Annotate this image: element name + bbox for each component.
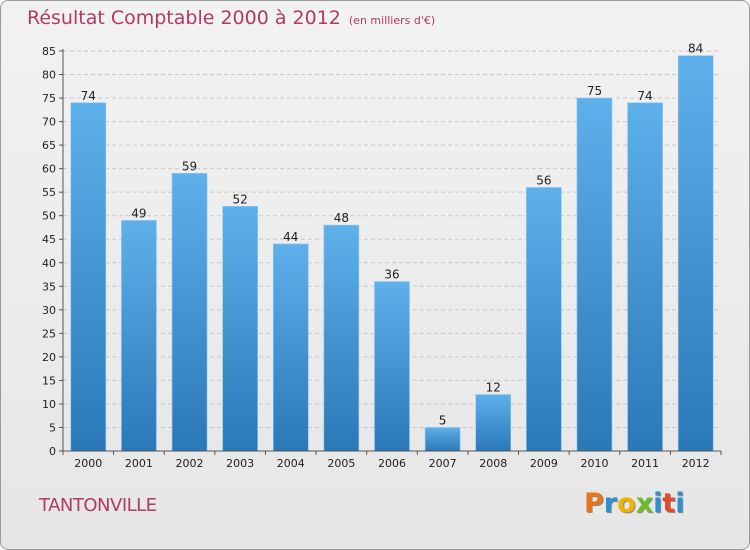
chart-subtitle: (en milliers d'€) <box>348 14 436 27</box>
data-label-2004: 44 <box>283 230 298 244</box>
data-label-2011: 74 <box>637 89 652 103</box>
x-tick-label: 2004 <box>277 457 305 470</box>
y-tick-label: 65 <box>42 139 56 152</box>
data-label-2012: 84 <box>688 42 703 56</box>
data-label-2008: 12 <box>486 381 501 395</box>
x-tick-label: 2009 <box>530 457 558 470</box>
data-label-2000: 74 <box>81 89 96 103</box>
x-tick-label: 2010 <box>580 457 608 470</box>
data-label-2007: 5 <box>439 413 447 427</box>
bar-2009 <box>526 187 562 452</box>
y-tick-label: 25 <box>42 327 56 340</box>
y-tick-label: 55 <box>42 186 56 199</box>
logo-letter: o <box>617 488 636 519</box>
y-tick-label: 50 <box>42 210 56 223</box>
y-tick-label: 35 <box>42 280 56 293</box>
logo-letter: r <box>603 488 618 519</box>
y-axis: 0 5 10 15 20 25 30 35 40 45 50 55 60 65 70 75 80 85 <box>42 45 64 458</box>
x-axis: 2000 2001 2002 2003 2004 2005 2006 2007 2008 2009… <box>62 450 722 470</box>
y-tick-label: 20 <box>42 351 56 364</box>
y-tick-label: 45 <box>42 233 56 246</box>
x-tick-label: 2008 <box>479 457 507 470</box>
bar-2001 <box>121 220 157 452</box>
x-tick-label: 2000 <box>74 457 102 470</box>
data-label-2002: 59 <box>182 159 197 173</box>
y-tick-label: 40 <box>42 257 56 270</box>
proxiti-logo: Proxiti <box>584 488 685 519</box>
bar-2006 <box>374 281 410 452</box>
y-tick-label: 10 <box>42 398 56 411</box>
x-tick-label: 2012 <box>682 457 710 470</box>
y-tick-label: 80 <box>42 69 56 82</box>
y-tick-label: 70 <box>42 116 56 129</box>
x-tick-label: 2011 <box>631 457 659 470</box>
x-tick-label: 2003 <box>226 457 254 470</box>
logo-letter: i <box>675 488 685 519</box>
city-name: TANTONVILLE <box>39 495 157 516</box>
chart-title-text: Résultat Comptable 2000 à 2012 <box>27 7 341 29</box>
y-tick-label: 85 <box>42 45 56 58</box>
data-label-2005: 48 <box>334 211 349 225</box>
y-tick-label: 15 <box>42 374 56 387</box>
bar-2008 <box>475 394 512 452</box>
y-tick-label: 30 <box>42 304 56 317</box>
data-label-2001: 49 <box>131 206 146 220</box>
bar-2010 <box>576 97 613 452</box>
bar-2002 <box>171 173 208 452</box>
x-tick-label: 2001 <box>125 457 153 470</box>
y-tick-label: 75 <box>42 92 56 105</box>
bar-2004 <box>272 243 309 452</box>
chart-title: Résultat Comptable 2000 à 2012 (en millie… <box>27 7 435 29</box>
x-tick-label: 2006 <box>378 457 406 470</box>
logo-letter: x <box>635 488 654 519</box>
y-tick-label: 5 <box>49 421 56 434</box>
y-tick-label: 0 <box>49 445 56 458</box>
logo-letter: i <box>653 488 663 519</box>
data-label-2010: 75 <box>587 84 602 98</box>
bar-2000 <box>70 102 107 452</box>
x-tick-label: 2002 <box>176 457 204 470</box>
bar-2005 <box>323 224 360 452</box>
bar-2012 <box>677 55 714 452</box>
bar-2003 <box>222 205 258 452</box>
data-label-2006: 36 <box>384 268 399 282</box>
bars: 74 49 59 52 44 48 36 5 12 56 75 74 84 <box>70 42 714 452</box>
logo-letter: P <box>584 488 604 519</box>
bar-2007 <box>424 427 461 452</box>
x-tick-label: 2005 <box>327 457 355 470</box>
logo-letter: t <box>662 488 676 519</box>
y-tick-label: 60 <box>42 163 56 176</box>
data-label-2009: 56 <box>536 173 551 187</box>
data-label-2003: 52 <box>233 192 248 206</box>
bar-2011 <box>627 102 663 452</box>
x-tick-label: 2007 <box>429 457 457 470</box>
